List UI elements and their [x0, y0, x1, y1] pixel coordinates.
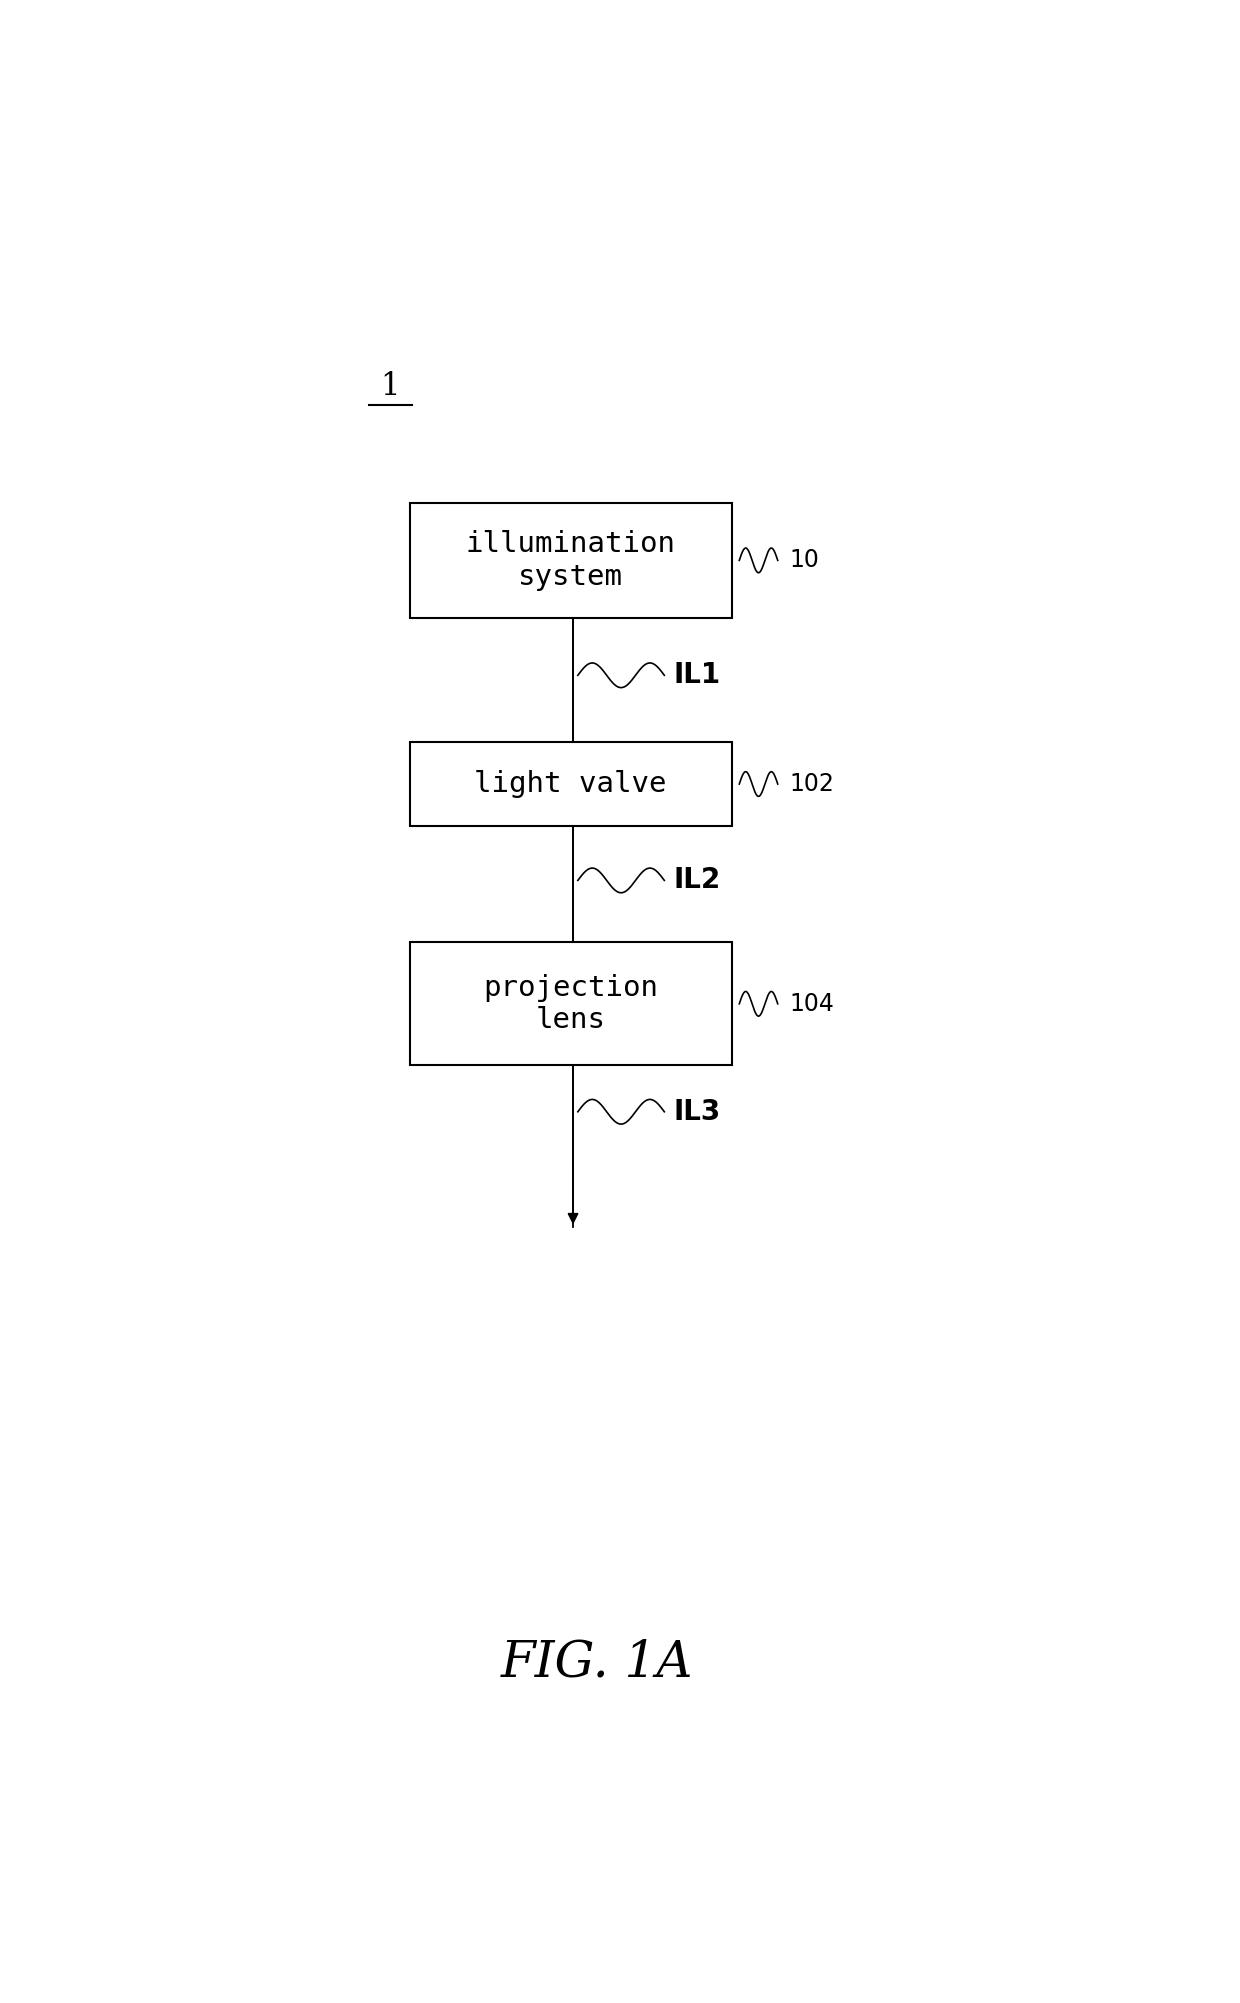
Text: IL1: IL1 — [675, 661, 722, 689]
Text: 104: 104 — [789, 991, 835, 1016]
Text: 1: 1 — [381, 371, 401, 403]
Bar — [409, 941, 732, 1066]
Bar — [409, 503, 732, 619]
Text: light valve: light valve — [475, 769, 667, 797]
Text: projection
lens: projection lens — [484, 973, 658, 1034]
Text: 102: 102 — [789, 771, 835, 795]
Text: illumination
system: illumination system — [466, 531, 676, 591]
Bar — [409, 741, 732, 827]
Text: 10: 10 — [789, 549, 820, 573]
Text: FIG. 1A: FIG. 1A — [501, 1638, 693, 1687]
Text: IL2: IL2 — [675, 867, 722, 895]
Text: IL3: IL3 — [675, 1098, 722, 1126]
